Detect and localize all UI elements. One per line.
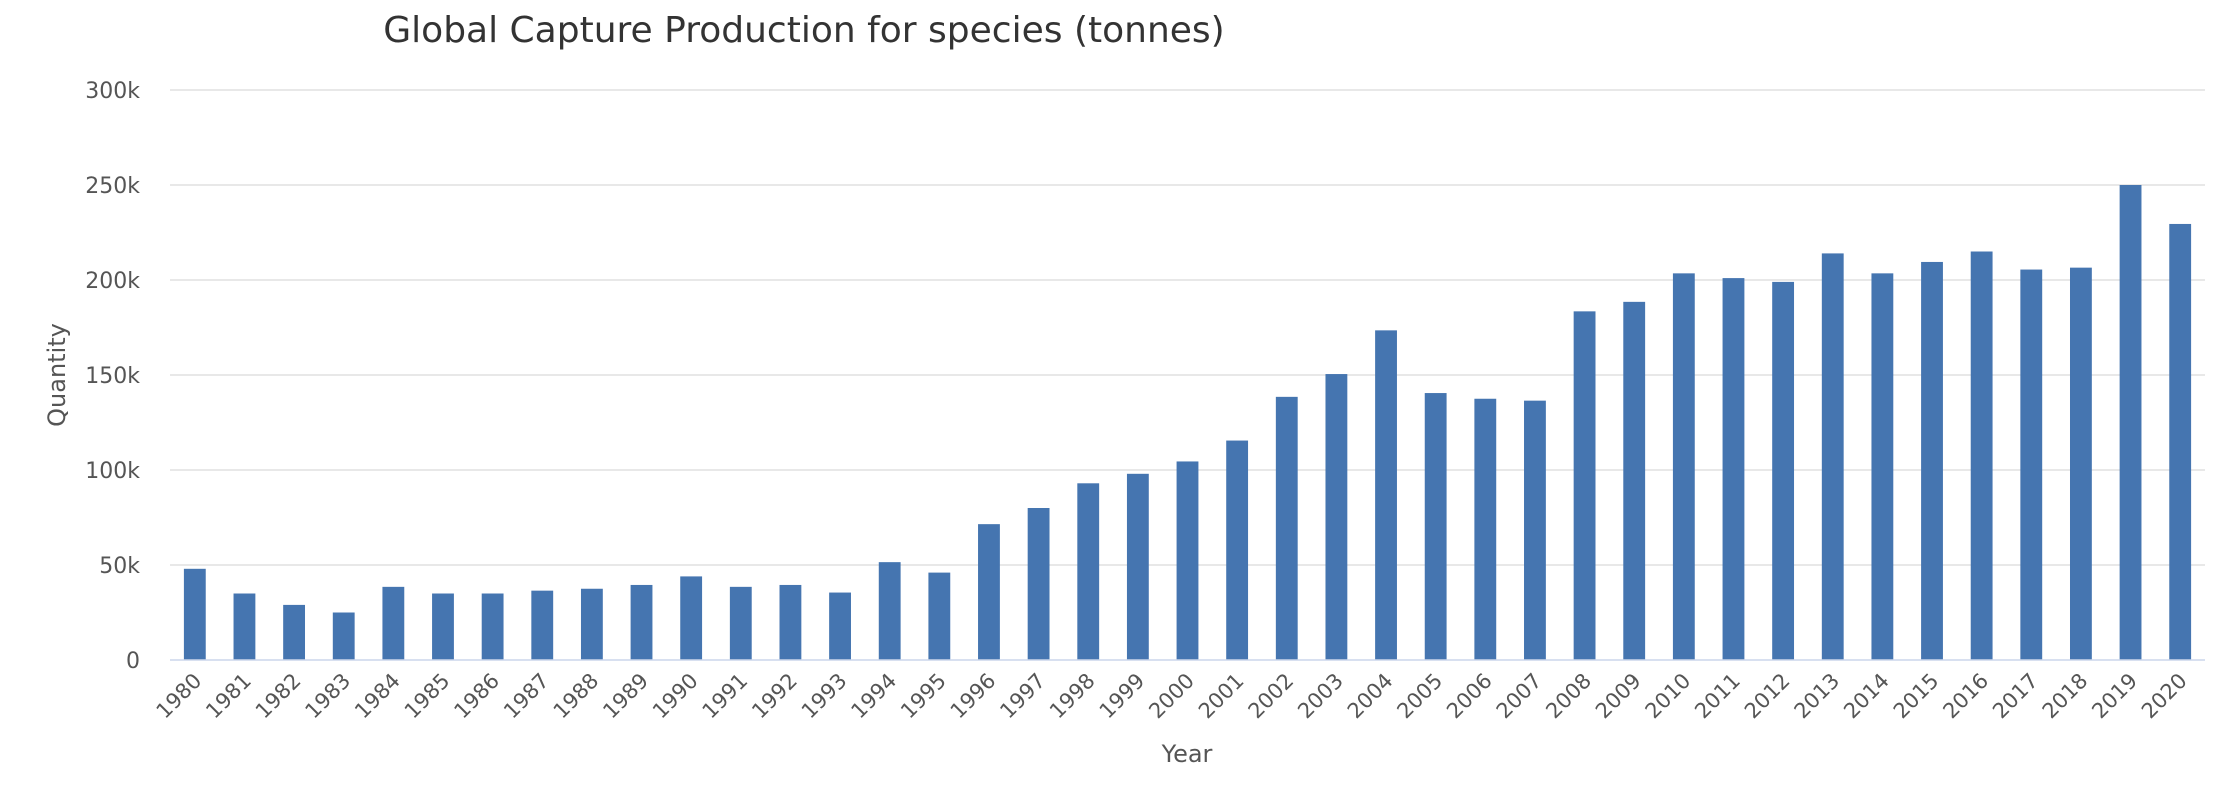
x-tick-label: 2011 — [1690, 669, 1745, 724]
x-tick-label: 1980 — [152, 669, 207, 724]
x-axis-title: Year — [1161, 740, 1213, 768]
bar-2002[interactable] — [1275, 396, 1298, 660]
bar-1993[interactable] — [829, 592, 851, 660]
x-tick-label: 1990 — [648, 669, 703, 724]
x-tick-label: 2015 — [1889, 669, 1944, 724]
bar-2013[interactable] — [1821, 253, 1844, 660]
bar-1989[interactable] — [630, 584, 653, 660]
x-tick-label: 1993 — [797, 669, 852, 724]
bar-1990[interactable] — [680, 576, 703, 660]
x-tick-label: 1994 — [846, 669, 901, 724]
bar-1986[interactable] — [481, 593, 504, 661]
bar-2017[interactable] — [2020, 269, 2043, 660]
x-tick-label: 1987 — [499, 669, 554, 724]
bar-2006[interactable] — [1474, 398, 1497, 660]
x-tick-label: 1983 — [300, 669, 355, 724]
bar-2019[interactable] — [2119, 185, 2142, 660]
x-tick-label: 2001 — [1194, 669, 1249, 724]
x-tick-label: 2017 — [1988, 669, 2043, 724]
x-tick-label: 2018 — [2038, 669, 2093, 724]
x-tick-label: 1989 — [598, 669, 653, 724]
bar-2009[interactable] — [1623, 301, 1646, 660]
y-tick-label: 150k — [85, 364, 140, 389]
bar-1988[interactable] — [580, 588, 603, 660]
bar-1999[interactable] — [1126, 473, 1149, 660]
x-tick-label: 1996 — [946, 669, 1001, 724]
bar-1992[interactable] — [779, 584, 802, 660]
x-tick-label: 1998 — [1045, 669, 1100, 724]
bar-1981[interactable] — [233, 593, 256, 661]
bar-1994[interactable] — [878, 562, 901, 660]
x-tick-label: 2004 — [1343, 669, 1398, 724]
bar-2005[interactable] — [1424, 393, 1447, 660]
x-tick-label: 1999 — [1095, 669, 1150, 724]
bar-2018[interactable] — [2069, 267, 2092, 660]
x-tick-label: 1986 — [449, 669, 504, 724]
bar-2016[interactable] — [1970, 251, 1993, 661]
x-tick-label: 1981 — [201, 669, 256, 724]
y-tick-label: 250k — [85, 174, 140, 199]
x-tick-label: 2012 — [1740, 669, 1795, 724]
x-tick-label: 1985 — [400, 669, 455, 724]
y-axis-title: Quantity — [43, 323, 71, 427]
x-tick-label: 2010 — [1641, 669, 1696, 724]
x-tick-label: 2006 — [1442, 669, 1497, 724]
y-tick-label: 50k — [99, 554, 140, 579]
y-tick-label: 100k — [85, 459, 140, 484]
bar-1995[interactable] — [928, 572, 951, 660]
bar-2020[interactable] — [2169, 223, 2192, 660]
x-tick-label: 1997 — [995, 669, 1050, 724]
bar-1991[interactable] — [729, 586, 752, 660]
x-tick-label: 2002 — [1244, 669, 1299, 724]
y-tick-label: 300k — [85, 79, 140, 104]
bar-1998[interactable] — [1077, 483, 1100, 660]
bar-2007[interactable] — [1524, 400, 1546, 660]
bar-2014[interactable] — [1871, 273, 1894, 660]
x-tick-label: 2020 — [2137, 669, 2192, 724]
bar-2004[interactable] — [1375, 330, 1397, 660]
bar-1997[interactable] — [1027, 508, 1050, 660]
chart-title: Global Capture Production for species (t… — [383, 10, 1224, 51]
x-tick-label: 2005 — [1392, 669, 1447, 724]
y-tick-label: 0 — [126, 649, 140, 674]
bar-1987[interactable] — [531, 590, 554, 660]
bar-2003[interactable] — [1325, 374, 1348, 660]
x-tick-label: 2019 — [2087, 669, 2142, 724]
x-axis-ticks: 1980198119821983198419851986198719881989… — [152, 669, 2192, 724]
x-tick-label: 2007 — [1492, 669, 1547, 724]
bar-1982[interactable] — [283, 604, 306, 660]
x-tick-label: 1992 — [747, 669, 802, 724]
bar-1984[interactable] — [382, 586, 405, 660]
bar-1983[interactable] — [332, 612, 355, 661]
x-tick-label: 1982 — [251, 669, 306, 724]
x-tick-label: 1988 — [549, 669, 604, 724]
y-axis-ticks: 0 50k 100k 150k 200k 250k 300k — [85, 79, 140, 674]
y-tick-label: 200k — [85, 269, 140, 294]
bar-1985[interactable] — [432, 593, 454, 661]
x-tick-label: 1991 — [698, 669, 753, 724]
bar-2010[interactable] — [1672, 273, 1695, 660]
bar-2000[interactable] — [1176, 461, 1199, 660]
bars — [183, 185, 2192, 661]
gridlines — [170, 89, 2205, 566]
bar-2012[interactable] — [1772, 281, 1795, 660]
bar-2001[interactable] — [1226, 440, 1249, 660]
x-tick-label: 1995 — [896, 669, 951, 724]
x-tick-label: 2009 — [1591, 669, 1646, 724]
bar-2011[interactable] — [1722, 278, 1745, 660]
bar-2008[interactable] — [1573, 311, 1596, 660]
x-tick-label: 1984 — [350, 669, 405, 724]
x-tick-label: 2003 — [1293, 669, 1348, 724]
x-tick-label: 2016 — [1938, 669, 1993, 724]
x-tick-label: 2013 — [1790, 669, 1845, 724]
x-tick-label: 2014 — [1839, 669, 1894, 724]
x-tick-label: 2008 — [1541, 669, 1596, 724]
bar-2015[interactable] — [1921, 261, 1943, 660]
bar-1996[interactable] — [978, 524, 1000, 660]
x-tick-label: 2000 — [1144, 669, 1199, 724]
bar-1980[interactable] — [183, 568, 206, 660]
